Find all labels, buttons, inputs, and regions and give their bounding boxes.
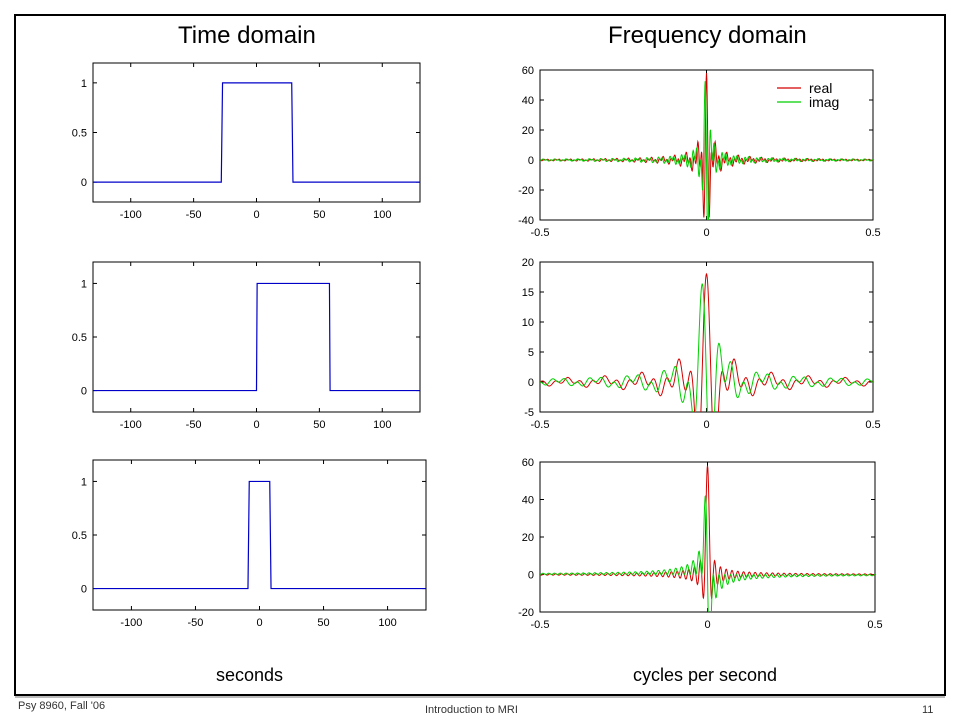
x-tick-label: 0 <box>703 419 709 431</box>
x-tick-label: 0.5 <box>865 419 880 431</box>
y-tick-label: 0 <box>528 377 534 389</box>
x-tick-label: -0.5 <box>531 419 550 431</box>
y-tick-label: 1 <box>81 78 87 90</box>
x-tick-label: -50 <box>188 617 204 629</box>
y-tick-label: 20 <box>522 125 534 137</box>
y-tick-label: 10 <box>522 317 534 329</box>
plot-time-3: -100 -50 0 50 100 0 0.5 1 <box>72 459 427 629</box>
y-tick-label: -20 <box>518 607 534 619</box>
y-tick-label: 20 <box>522 257 534 269</box>
frequency-axis-unit: cycles per second <box>633 665 778 685</box>
y-tick-label: 1 <box>81 278 87 290</box>
x-tick-label: 100 <box>378 617 396 629</box>
legend-label: real <box>809 80 832 96</box>
x-tick-label: 0 <box>703 227 709 239</box>
y-tick-label: 0.5 <box>72 332 87 344</box>
time-domain-heading: Time domain <box>178 22 316 49</box>
y-tick-label: 20 <box>522 532 534 544</box>
y-tick-label: 0.5 <box>72 128 87 140</box>
y-tick-label: -5 <box>524 407 534 419</box>
x-tick-label: 0 <box>253 209 259 221</box>
x-tick-label: 0.5 <box>867 619 882 631</box>
footer-course: Psy 8960, Fall '06 <box>18 700 106 712</box>
x-tick-label: 0 <box>704 619 710 631</box>
y-tick-label: 0 <box>528 155 534 167</box>
y-tick-label: 1 <box>81 476 87 488</box>
y-tick-label: -20 <box>518 185 534 197</box>
y-tick-label: 0 <box>81 386 87 398</box>
y-tick-label: 40 <box>522 495 534 507</box>
x-tick-label: -100 <box>120 419 142 431</box>
x-tick-label: 50 <box>313 209 325 221</box>
y-tick-label: 5 <box>528 347 534 359</box>
frequency-domain-heading: Frequency domain <box>608 22 807 49</box>
imag-series-line <box>540 282 873 412</box>
legend-label: imag <box>809 94 839 110</box>
x-tick-label: -50 <box>186 209 202 221</box>
footer-page-number: 11 <box>922 704 934 716</box>
x-tick-label: 0 <box>256 617 262 629</box>
x-tick-label: -50 <box>186 419 202 431</box>
plot-time-2: -100 -50 0 50 100 0 0.5 1 <box>72 261 421 431</box>
x-tick-label: 50 <box>313 419 325 431</box>
plot-freq-3: -0.5 0 0.5 -20 0 20 40 60 <box>518 457 883 631</box>
rect-pulse-line <box>93 82 420 183</box>
x-tick-label: -100 <box>120 617 142 629</box>
plot-axes-box <box>92 459 427 611</box>
x-tick-label: 0.5 <box>865 227 880 239</box>
x-tick-label: 100 <box>373 209 391 221</box>
footer-title: Introduction to MRI <box>425 704 518 716</box>
plot-axes-box <box>92 62 421 203</box>
x-tick-label: 50 <box>317 617 329 629</box>
x-tick-label: 100 <box>373 419 391 431</box>
y-tick-label: 60 <box>522 457 534 469</box>
x-tick-label: -0.5 <box>531 619 550 631</box>
y-tick-label: 40 <box>522 95 534 107</box>
x-tick-label: -0.5 <box>531 227 550 239</box>
imag-series-line <box>540 81 873 220</box>
time-axis-unit: seconds <box>216 665 284 685</box>
x-tick-label: 0 <box>253 419 259 431</box>
rect-pulse-line <box>93 282 420 392</box>
y-tick-label: 0 <box>81 584 87 596</box>
y-tick-label: 60 <box>522 65 534 77</box>
y-tick-label: 0 <box>81 177 87 189</box>
imag-series-line <box>540 494 875 612</box>
x-tick-label: -100 <box>120 209 142 221</box>
y-tick-label: 0.5 <box>72 530 87 542</box>
rect-pulse-line <box>93 480 426 590</box>
y-tick-label: -40 <box>518 215 534 227</box>
y-tick-label: 0 <box>528 570 534 582</box>
slide-frame <box>14 14 946 696</box>
y-tick-label: 15 <box>522 287 534 299</box>
plot-time-1: -100 -50 0 50 100 0 0.5 1 <box>72 62 421 221</box>
plot-freq-2: -0.5 0 0.5 -5 0 5 10 15 20 <box>522 257 881 431</box>
